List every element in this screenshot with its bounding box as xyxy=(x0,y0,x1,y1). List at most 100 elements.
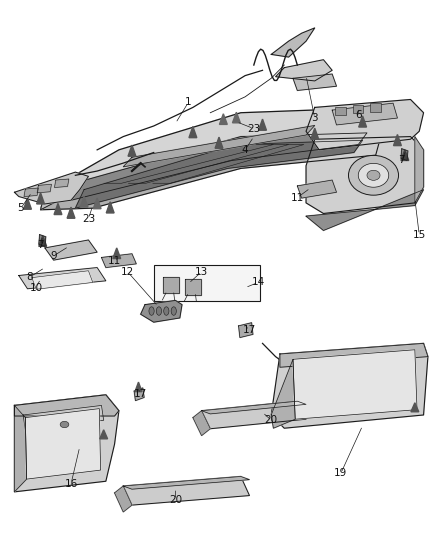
Polygon shape xyxy=(54,179,69,188)
Text: 14: 14 xyxy=(251,277,265,287)
Polygon shape xyxy=(271,343,428,428)
Text: 16: 16 xyxy=(64,479,78,489)
Polygon shape xyxy=(215,137,223,148)
Polygon shape xyxy=(14,395,119,416)
Text: 1: 1 xyxy=(185,97,192,107)
Bar xyxy=(154,265,260,301)
Text: 13: 13 xyxy=(195,267,208,277)
Bar xyxy=(370,103,381,112)
Polygon shape xyxy=(135,382,142,392)
Ellipse shape xyxy=(60,421,69,427)
Text: 8: 8 xyxy=(26,272,33,282)
Polygon shape xyxy=(113,248,120,259)
Polygon shape xyxy=(332,103,397,125)
Polygon shape xyxy=(54,204,62,215)
Polygon shape xyxy=(306,190,424,230)
Polygon shape xyxy=(100,430,108,439)
Ellipse shape xyxy=(349,156,399,195)
Text: 7: 7 xyxy=(399,156,405,165)
Polygon shape xyxy=(24,188,39,197)
Text: 15: 15 xyxy=(413,230,426,240)
Text: 19: 19 xyxy=(334,469,347,478)
Polygon shape xyxy=(271,359,295,428)
Polygon shape xyxy=(271,28,315,57)
Text: 7: 7 xyxy=(37,240,44,251)
Polygon shape xyxy=(134,388,144,401)
Polygon shape xyxy=(102,254,136,268)
Polygon shape xyxy=(276,60,332,81)
Polygon shape xyxy=(67,207,75,218)
Polygon shape xyxy=(359,116,367,127)
Polygon shape xyxy=(123,125,315,167)
Polygon shape xyxy=(24,198,32,209)
Polygon shape xyxy=(401,150,409,160)
Polygon shape xyxy=(128,145,136,156)
Text: 12: 12 xyxy=(121,267,134,277)
Text: 5: 5 xyxy=(18,203,24,213)
Ellipse shape xyxy=(149,307,154,316)
Polygon shape xyxy=(401,149,408,160)
Polygon shape xyxy=(45,240,97,260)
Polygon shape xyxy=(19,268,106,289)
Text: 23: 23 xyxy=(82,214,95,224)
Polygon shape xyxy=(189,126,197,138)
Polygon shape xyxy=(311,128,319,139)
Polygon shape xyxy=(258,119,266,130)
Polygon shape xyxy=(32,271,93,289)
Text: 20: 20 xyxy=(169,495,182,505)
Polygon shape xyxy=(106,202,114,213)
Polygon shape xyxy=(25,409,101,479)
Polygon shape xyxy=(93,198,101,209)
Text: 6: 6 xyxy=(355,110,362,120)
Polygon shape xyxy=(297,180,336,198)
Polygon shape xyxy=(23,406,104,430)
Polygon shape xyxy=(45,108,402,192)
Polygon shape xyxy=(80,197,88,207)
Polygon shape xyxy=(193,411,210,435)
Text: 9: 9 xyxy=(50,251,57,261)
Polygon shape xyxy=(14,172,88,204)
Polygon shape xyxy=(185,279,201,295)
Polygon shape xyxy=(14,395,119,492)
Polygon shape xyxy=(280,343,428,367)
Text: 20: 20 xyxy=(265,415,278,425)
Ellipse shape xyxy=(358,164,389,187)
Ellipse shape xyxy=(164,307,169,316)
Polygon shape xyxy=(37,193,45,204)
Polygon shape xyxy=(141,301,182,322)
Polygon shape xyxy=(39,235,46,246)
Polygon shape xyxy=(123,477,250,505)
Polygon shape xyxy=(415,136,424,203)
Text: 10: 10 xyxy=(30,282,43,293)
Bar xyxy=(335,107,346,115)
Polygon shape xyxy=(233,112,240,123)
Polygon shape xyxy=(411,403,419,412)
Polygon shape xyxy=(201,401,306,429)
Polygon shape xyxy=(75,140,363,208)
Polygon shape xyxy=(201,401,306,414)
Polygon shape xyxy=(239,322,253,337)
Text: 11: 11 xyxy=(108,256,121,266)
Polygon shape xyxy=(293,350,417,419)
Polygon shape xyxy=(163,277,179,293)
Polygon shape xyxy=(306,136,424,214)
Polygon shape xyxy=(293,74,336,91)
Ellipse shape xyxy=(367,170,380,180)
Ellipse shape xyxy=(171,307,177,316)
Text: 17: 17 xyxy=(134,389,147,399)
Polygon shape xyxy=(71,133,367,200)
Polygon shape xyxy=(306,100,424,150)
Polygon shape xyxy=(41,139,380,210)
Text: 4: 4 xyxy=(242,145,248,155)
Bar xyxy=(353,105,364,114)
Text: 3: 3 xyxy=(311,113,318,123)
Polygon shape xyxy=(123,477,250,489)
Text: 11: 11 xyxy=(291,192,304,203)
Polygon shape xyxy=(37,184,51,193)
Text: 17: 17 xyxy=(243,325,256,335)
Text: 23: 23 xyxy=(247,124,261,134)
Polygon shape xyxy=(219,114,227,124)
Polygon shape xyxy=(14,406,27,492)
Polygon shape xyxy=(41,182,84,210)
Polygon shape xyxy=(39,236,47,246)
